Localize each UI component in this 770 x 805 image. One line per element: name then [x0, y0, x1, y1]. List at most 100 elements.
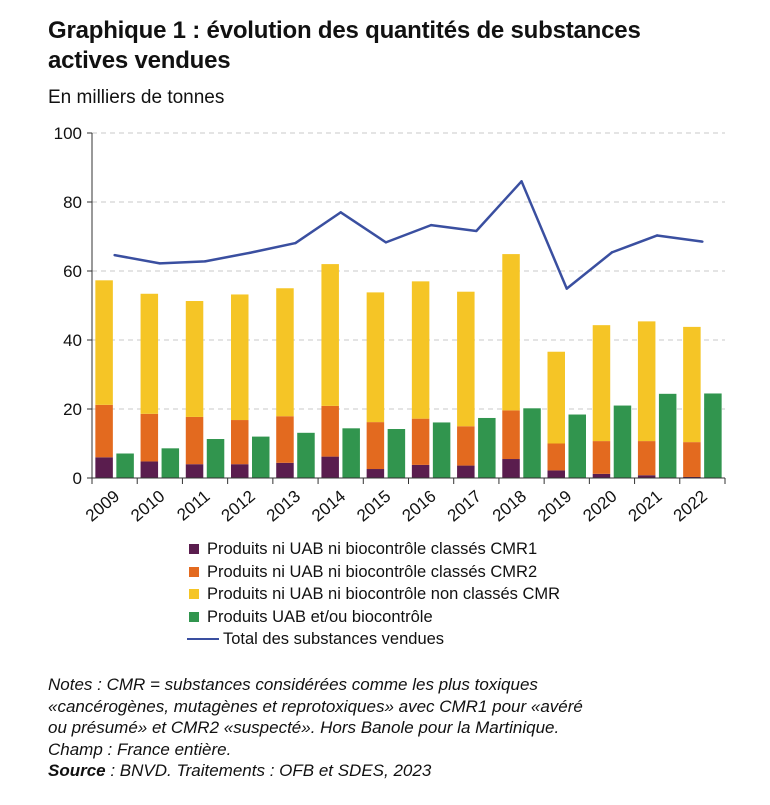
x-tick-label-2011: 2011	[173, 487, 213, 525]
bar-cmr2-2013	[276, 416, 294, 463]
bar-cmr2-2017	[457, 426, 475, 466]
bar-cmr1-2016	[411, 464, 430, 478]
legend-label-cmr1: Produits ni UAB ni biocontrôle classés C…	[207, 540, 538, 558]
bar-non_cmr-2022	[683, 326, 701, 443]
bar-cmr1-2010	[140, 461, 159, 478]
y-tick-label-20: 20	[63, 400, 82, 419]
legend-label-total: Total des substances vendues	[223, 630, 445, 648]
bar-cmr2-2012	[231, 420, 249, 465]
bar-uab-2016	[432, 422, 451, 478]
point-total-2020	[610, 251, 614, 254]
bar-uab-2013	[297, 432, 315, 478]
grid-layer	[92, 132, 725, 410]
x-tick-label-2015: 2015	[353, 487, 394, 526]
y-tick-label-60: 60	[63, 262, 82, 281]
notes-line4: Champ : France entière.	[48, 739, 232, 759]
point-total-2014	[339, 211, 342, 214]
bar-cmr2-2010	[140, 413, 159, 462]
bar-cmr1-2014	[321, 456, 339, 478]
chart-title-line2: actives vendues	[48, 47, 231, 74]
bar-cmr2-2018	[502, 410, 520, 460]
bar-cmr2-2019	[547, 443, 565, 471]
x-tick-label-2020: 2020	[579, 487, 620, 526]
bar-cmr1-2011	[185, 464, 204, 478]
point-total-2013	[294, 241, 297, 245]
point-total-2018	[520, 180, 523, 183]
notes-line1: Notes : CMR = substances considérées com…	[48, 675, 538, 694]
x-tick-label-2017: 2017	[444, 487, 485, 526]
x-tick-label-2022: 2022	[670, 487, 711, 526]
legend-item-cmr1: Produits ni UAB ni biocontrôle classés C…	[189, 538, 560, 561]
chart-notes: Notes : CMR = substances considérées com…	[48, 674, 748, 782]
bar-uab-2014	[342, 428, 360, 478]
bar-cmr1-2020	[592, 473, 611, 478]
notes-source: Source : BNVD. Traitements : OFB et SDES…	[48, 760, 748, 782]
legend-label-uab: Produits UAB et/ou biocontrôle	[207, 607, 433, 626]
x-tick-label-2012: 2012	[218, 487, 259, 526]
point-total-2009	[113, 253, 116, 257]
legend-swatch-uab	[189, 611, 199, 622]
bar-non_cmr-2014	[321, 264, 339, 406]
bar-uab-2010	[161, 448, 180, 478]
bar-cmr2-2020	[592, 441, 611, 474]
legend-swatch-cmr2	[189, 566, 199, 577]
bar-cmr2-2014	[321, 405, 339, 457]
bar-cmr1-2019	[547, 470, 565, 478]
legend-item-total: Total des substances vendues	[187, 628, 560, 651]
x-tick-label-2010: 2010	[127, 487, 168, 526]
point-total-2021	[655, 234, 659, 237]
legend-item-non-cmr: Produits ni UAB ni biocontrôle non class…	[189, 583, 560, 606]
point-total-2016	[429, 223, 433, 227]
x-tick-label-2016: 2016	[398, 487, 439, 526]
bar-uab-2009	[116, 453, 134, 478]
bar-non_cmr-2010	[140, 293, 159, 414]
point-total-2015	[384, 241, 388, 244]
y-tick-label-40: 40	[63, 331, 82, 350]
bar-non_cmr-2012	[231, 294, 249, 421]
bar-cmr2-2022	[683, 442, 701, 477]
bar-non_cmr-2018	[502, 254, 520, 411]
bar-non_cmr-2021	[637, 321, 656, 442]
bar-uab-2019	[568, 414, 586, 478]
bars-layer	[95, 254, 722, 478]
bar-uab-2018	[523, 408, 541, 478]
source-label: Source	[48, 761, 106, 780]
chart-area: 0 20 40 60 80 100 2009 2010 2011 2012 2013 2014 2015…	[54, 124, 726, 526]
bar-non_cmr-2019	[547, 351, 565, 444]
line-layer	[113, 180, 704, 290]
x-tick-label-2019: 2019	[534, 487, 575, 526]
y-tick-label-100: 100	[54, 124, 82, 143]
bar-non_cmr-2015	[366, 292, 385, 423]
bar-uab-2015	[387, 429, 406, 478]
legend-swatch-non-cmr	[189, 589, 199, 600]
x-tick-label-2014: 2014	[308, 487, 349, 526]
bar-cmr1-2015	[366, 469, 385, 478]
chart-subtitle: En milliers de tonnes	[48, 87, 225, 108]
bar-cmr1-2009	[95, 457, 113, 478]
legend-item-uab: Produits UAB et/ou biocontrôle	[189, 606, 560, 629]
point-total-2022	[701, 240, 704, 243]
line-total	[114, 180, 703, 290]
bar-cmr2-2009	[95, 404, 113, 458]
bar-cmr1-2012	[231, 464, 249, 478]
bar-cmr2-2016	[411, 418, 430, 465]
point-total-2010	[158, 262, 162, 265]
notes-line2: «cancérogènes, mutagènes et reprotoxique…	[48, 696, 583, 716]
chart-title: Graphique 1 : évolution des quantités de…	[48, 16, 748, 76]
legend-label-non-cmr: Produits ni UAB ni biocontrôle non class…	[207, 585, 561, 603]
bar-non_cmr-2009	[95, 280, 113, 405]
chart-title-line1: Graphique 1 : évolution des quantités de…	[48, 17, 641, 44]
bar-non_cmr-2016	[411, 281, 430, 419]
source-text: : BNVD. Traitements : OFB et SDES, 2023	[105, 761, 432, 780]
bar-uab-2011	[206, 439, 225, 478]
bar-uab-2021	[658, 393, 677, 478]
point-total-2012	[249, 251, 252, 254]
y-tick-label-0: 0	[73, 469, 82, 488]
bar-uab-2012	[252, 436, 270, 478]
bar-cmr1-2018	[502, 459, 520, 478]
bar-non_cmr-2013	[276, 288, 294, 417]
bar-cmr2-2021	[637, 441, 656, 476]
legend-item-cmr2: Produits ni UAB ni biocontrôle classés C…	[189, 561, 560, 584]
x-tick-label-2013: 2013	[263, 487, 304, 526]
point-total-2019	[565, 287, 568, 290]
